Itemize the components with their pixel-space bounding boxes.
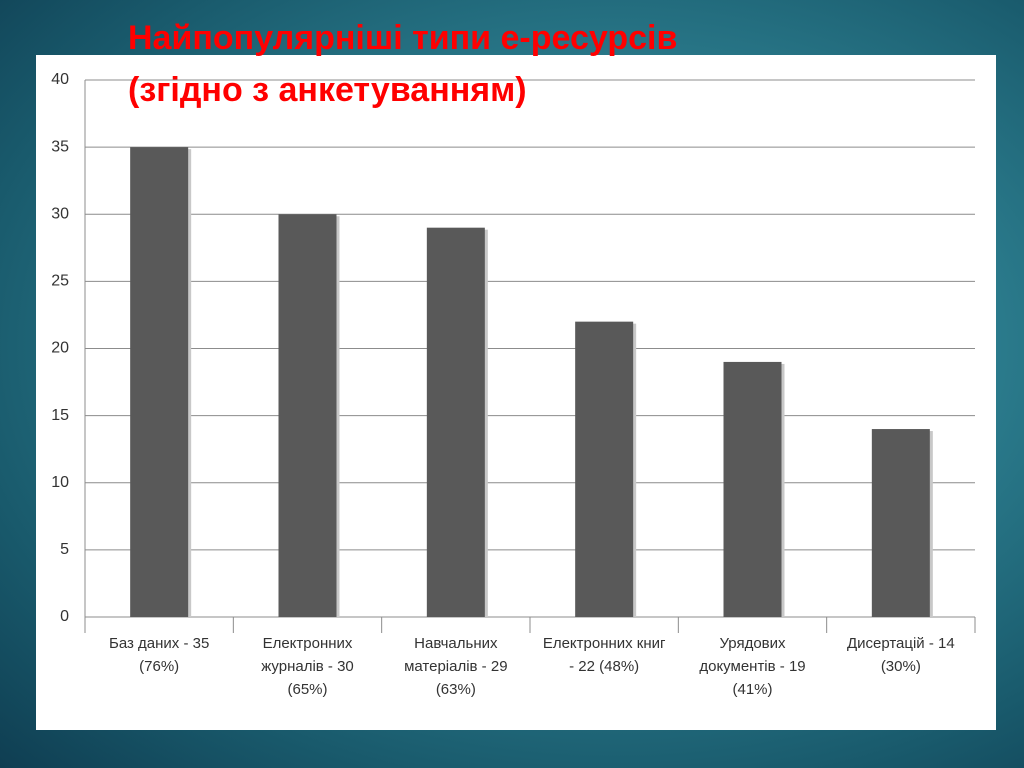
y-tick-label: 25 — [51, 273, 69, 290]
y-tick-label: 15 — [51, 407, 69, 424]
y-tick-label: 35 — [51, 138, 69, 155]
bar — [426, 227, 485, 618]
bar — [130, 147, 189, 617]
y-tick-label: 30 — [51, 205, 69, 222]
y-tick-label: 10 — [51, 474, 69, 491]
x-tick-label: Баз даних - 35 (76%) — [108, 635, 210, 675]
y-tick-label: 0 — [60, 608, 69, 625]
x-tick-label: Електронних журналів - 30 (65%) — [261, 635, 354, 698]
bar — [278, 214, 337, 617]
y-tick-label: 40 — [51, 71, 69, 88]
x-tick-label: Урядових документів - 19 (41%) — [699, 635, 806, 698]
x-tick-label: Електронних книг - 22 (48%) — [542, 635, 666, 675]
x-tick-label: Навчальних матеріалів - 29 (63%) — [404, 635, 508, 698]
bar — [575, 321, 634, 617]
bar — [871, 429, 930, 617]
x-tick-label: Дисертацій - 14 (30%) — [846, 635, 955, 675]
chart-title: Найпопулярніші типи е-ресурсів (згідно з… — [128, 19, 678, 109]
bar — [723, 361, 782, 617]
y-tick-label: 20 — [51, 340, 69, 357]
y-tick-label: 5 — [60, 541, 69, 558]
